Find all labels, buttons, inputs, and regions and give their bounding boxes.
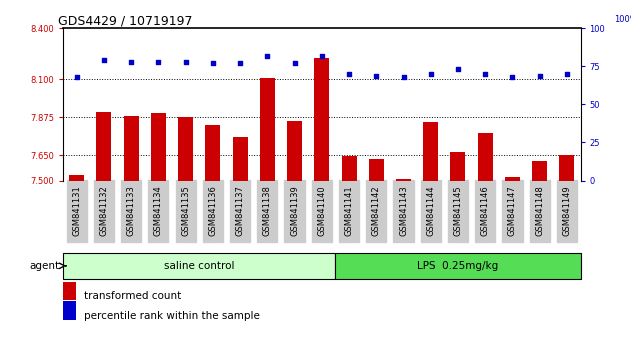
Text: 100%: 100% [614, 15, 631, 24]
Point [507, 74, 517, 80]
Point [99, 57, 109, 63]
Point [344, 71, 354, 77]
Bar [63, 281, 76, 300]
Point [180, 59, 191, 65]
Bar [287, 121, 302, 181]
Bar [341, 155, 357, 181]
Bar [560, 155, 574, 181]
Bar [205, 125, 220, 181]
Bar [178, 117, 193, 181]
Text: LPS  0.25mg/kg: LPS 0.25mg/kg [417, 261, 498, 271]
Text: percentile rank within the sample: percentile rank within the sample [84, 311, 260, 321]
Bar [97, 112, 112, 181]
Bar [451, 152, 466, 181]
Point [153, 59, 163, 65]
Bar [478, 133, 493, 181]
Bar [151, 113, 166, 181]
Bar [260, 78, 275, 181]
Bar [532, 161, 547, 181]
Bar [69, 175, 84, 181]
Bar [233, 137, 247, 181]
Point [398, 74, 408, 80]
Bar [124, 116, 139, 181]
Point [480, 71, 490, 77]
Point [371, 73, 381, 78]
Bar [314, 58, 329, 181]
Bar [396, 179, 411, 181]
Point [426, 71, 436, 77]
Text: agent: agent [30, 261, 60, 271]
Bar [63, 253, 336, 279]
Point [290, 61, 300, 66]
Bar [63, 301, 76, 320]
Point [208, 61, 218, 66]
Point [126, 59, 136, 65]
Text: saline control: saline control [164, 261, 235, 271]
Point [453, 67, 463, 72]
Bar [336, 253, 581, 279]
Point [72, 74, 82, 80]
Point [534, 73, 545, 78]
Point [235, 61, 245, 66]
Bar [369, 159, 384, 181]
Point [562, 71, 572, 77]
Bar [423, 122, 439, 181]
Text: transformed count: transformed count [84, 291, 181, 301]
Point [262, 53, 273, 58]
Bar [505, 177, 520, 181]
Point [317, 53, 327, 58]
Text: GDS4429 / 10719197: GDS4429 / 10719197 [58, 14, 192, 27]
